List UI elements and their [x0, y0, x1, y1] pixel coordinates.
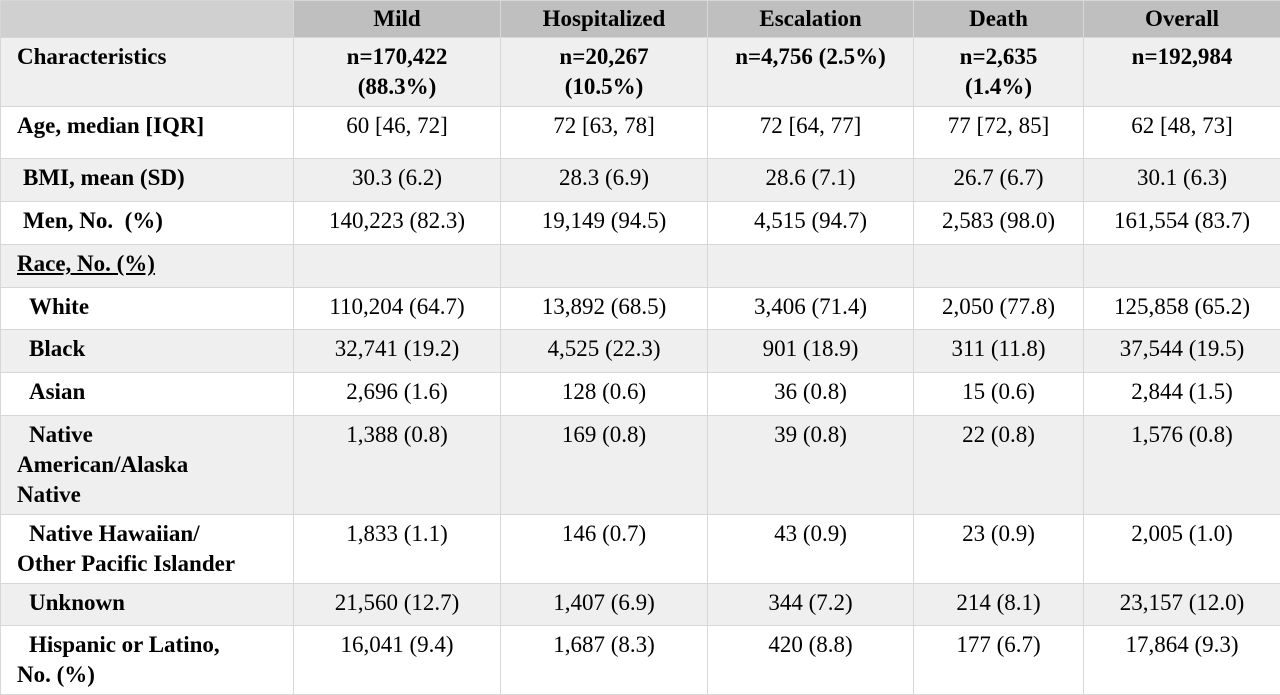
n-row: Characteristics n=170,422(88.3%) n=20,26… [1, 38, 1280, 107]
table-cell: 901 (18.9) [708, 330, 914, 373]
table-cell: 77 [72, 85] [914, 107, 1084, 159]
table-cell: 1,687 (8.3) [501, 626, 708, 695]
table-cell: 39 (0.8) [708, 416, 914, 515]
table-row: Unknown 21,560 (12.7) 1,407 (6.9) 344 (7… [1, 584, 1280, 626]
table-cell: 1,388 (0.8) [294, 416, 501, 515]
table-cell: 344 (7.2) [708, 584, 914, 626]
table-cell: 161,554 (83.7) [1084, 202, 1280, 245]
table-cell [708, 245, 914, 288]
table-row: White 110,204 (64.7) 13,892 (68.5) 3,406… [1, 288, 1280, 330]
col-header-mild: Mild [294, 1, 501, 38]
table-cell [501, 245, 708, 288]
table-cell: 30.1 (6.3) [1084, 159, 1280, 202]
table-cell: 2,050 (77.8) [914, 288, 1084, 330]
n-cell-hospitalized: n=20,267(10.5%) [501, 38, 708, 107]
table-cell: 62 [48, 73] [1084, 107, 1280, 159]
table-cell: 169 (0.8) [501, 416, 708, 515]
n-cell-mild: n=170,422(88.3%) [294, 38, 501, 107]
table-cell: 60 [46, 72] [294, 107, 501, 159]
row-label-asian: Asian [1, 373, 294, 416]
table-cell: 28.3 (6.9) [501, 159, 708, 202]
table-cell: 1,833 (1.1) [294, 515, 501, 584]
table-cell: 177 (6.7) [914, 626, 1084, 695]
table-cell [914, 245, 1084, 288]
col-header-overall: Overall [1084, 1, 1280, 38]
col-header-death: Death [914, 1, 1084, 38]
table-cell: 2,844 (1.5) [1084, 373, 1280, 416]
table-row: Hispanic or Latino,No. (%) 16,041 (9.4) … [1, 626, 1280, 695]
table-cell: 110,204 (64.7) [294, 288, 501, 330]
table-row: Men, No. (%) 140,223 (82.3) 19,149 (94.5… [1, 202, 1280, 245]
table-cell: 311 (11.8) [914, 330, 1084, 373]
table-cell: 21,560 (12.7) [294, 584, 501, 626]
table-cell: 37,544 (19.5) [1084, 330, 1280, 373]
row-label-white: White [1, 288, 294, 330]
n-cell-death: n=2,635(1.4%) [914, 38, 1084, 107]
table-cell: 420 (8.8) [708, 626, 914, 695]
table-cell: 1,576 (0.8) [1084, 416, 1280, 515]
table-row: Native Hawaiian/Other Pacific Islander 1… [1, 515, 1280, 584]
header-row: Mild Hospitalized Escalation Death Overa… [1, 1, 1280, 38]
table-cell: 32,741 (19.2) [294, 330, 501, 373]
table-cell: 3,406 (71.4) [708, 288, 914, 330]
col-header-escalation: Escalation [708, 1, 914, 38]
table-cell: 1,407 (6.9) [501, 584, 708, 626]
row-label-characteristics: Characteristics [1, 38, 294, 107]
table-cell: 2,696 (1.6) [294, 373, 501, 416]
table-cell: 23 (0.9) [914, 515, 1084, 584]
table-cell: 214 (8.1) [914, 584, 1084, 626]
row-label-black: Black [1, 330, 294, 373]
table-cell: 128 (0.6) [501, 373, 708, 416]
row-label-bmi: BMI, mean (SD) [1, 159, 294, 202]
n-cell-overall: n=192,984 [1084, 38, 1280, 107]
table-row: Asian 2,696 (1.6) 128 (0.6) 36 (0.8) 15 … [1, 373, 1280, 416]
table-row: Black 32,741 (19.2) 4,525 (22.3) 901 (18… [1, 330, 1280, 373]
table-cell: 30.3 (6.2) [294, 159, 501, 202]
table-cell: 146 (0.7) [501, 515, 708, 584]
row-label-men: Men, No. (%) [1, 202, 294, 245]
table-cell: 17,864 (9.3) [1084, 626, 1280, 695]
row-label-unknown: Unknown [1, 584, 294, 626]
table-cell [294, 245, 501, 288]
table-cell: 2,583 (98.0) [914, 202, 1084, 245]
table-cell: 2,005 (1.0) [1084, 515, 1280, 584]
table-cell: 15 (0.6) [914, 373, 1084, 416]
header-blank-cell [1, 1, 294, 38]
row-label-age: Age, median [IQR] [1, 107, 294, 159]
table-cell: 19,149 (94.5) [501, 202, 708, 245]
row-label-hispanic: Hispanic or Latino,No. (%) [1, 626, 294, 695]
row-label-race-section: Race, No. (%) [1, 245, 294, 288]
table-cell: 23,157 (12.0) [1084, 584, 1280, 626]
table-row: Age, median [IQR] 60 [46, 72] 72 [63, 78… [1, 107, 1280, 159]
table-cell: 43 (0.9) [708, 515, 914, 584]
table-row: BMI, mean (SD) 30.3 (6.2) 28.3 (6.9) 28.… [1, 159, 1280, 202]
col-header-hospitalized: Hospitalized [501, 1, 708, 38]
table-cell: 22 (0.8) [914, 416, 1084, 515]
row-label-native-hawaiian: Native Hawaiian/Other Pacific Islander [1, 515, 294, 584]
n-cell-escalation: n=4,756 (2.5%) [708, 38, 914, 107]
table-cell: 72 [64, 77] [708, 107, 914, 159]
table-cell: 13,892 (68.5) [501, 288, 708, 330]
table-cell: 4,525 (22.3) [501, 330, 708, 373]
table-cell: 140,223 (82.3) [294, 202, 501, 245]
table-cell [1084, 245, 1280, 288]
table-cell: 4,515 (94.7) [708, 202, 914, 245]
table-cell: 72 [63, 78] [501, 107, 708, 159]
table-cell: 28.6 (7.1) [708, 159, 914, 202]
table-row: Race, No. (%) [1, 245, 1280, 288]
table-cell: 26.7 (6.7) [914, 159, 1084, 202]
table-cell: 125,858 (65.2) [1084, 288, 1280, 330]
table-cell: 16,041 (9.4) [294, 626, 501, 695]
table-cell: 36 (0.8) [708, 373, 914, 416]
